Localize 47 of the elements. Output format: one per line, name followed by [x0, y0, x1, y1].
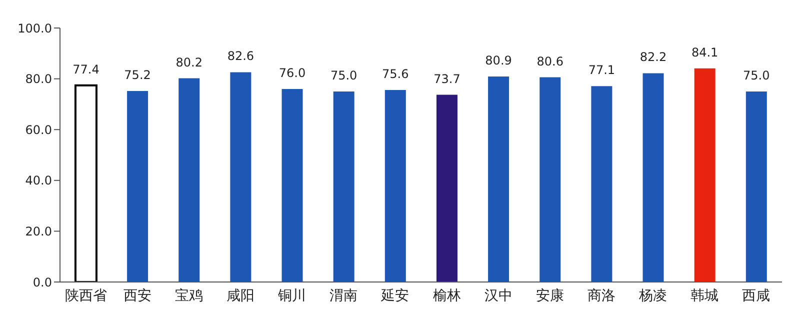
x-tick-label: 咸阳 [226, 288, 254, 304]
y-tick-label: 60.0 [25, 122, 52, 137]
bar [591, 86, 612, 282]
data-label: 73.7 [434, 72, 460, 86]
bar [127, 90, 148, 282]
bar [488, 76, 510, 282]
y-tick-label: 40.0 [25, 174, 52, 188]
x-tick-label: 延安 [380, 288, 410, 304]
bar [540, 77, 561, 282]
data-label: 80.9 [485, 54, 512, 68]
x-tick-label: 陕西省 [64, 288, 107, 304]
bar [694, 68, 716, 282]
bar [333, 92, 354, 282]
data-label: 84.1 [691, 45, 718, 60]
bar [230, 72, 252, 282]
data-label: 76.0 [278, 66, 306, 80]
bar [746, 92, 767, 282]
x-tick-label: 渭南 [330, 288, 358, 304]
x-tick-label: 商洛 [588, 288, 616, 304]
data-label: 75.0 [330, 68, 358, 82]
data-label: 75.2 [124, 68, 151, 82]
x-tick-label: 宝鸡 [174, 288, 203, 304]
bar [178, 78, 200, 282]
data-label: 80.6 [536, 54, 564, 68]
x-tick-label: 西咸 [742, 288, 770, 304]
data-label: 75.0 [743, 68, 770, 82]
bar [436, 94, 458, 282]
x-tick-label: 汉中 [484, 288, 512, 304]
y-tick-label: 0.0 [32, 275, 52, 290]
y-tick-label: 20.0 [25, 224, 52, 238]
bar [642, 73, 664, 282]
x-tick-label: 铜川 [277, 288, 306, 304]
x-tick-label: 安康 [536, 288, 564, 304]
x-tick-label: 杨凌 [638, 288, 668, 304]
bar [282, 88, 303, 282]
y-tick-label: 80.0 [25, 72, 52, 86]
data-label: 82.2 [640, 50, 667, 64]
data-label: 75.6 [382, 66, 409, 81]
data-label: 77.1 [588, 63, 616, 78]
x-tick-label: 榆林 [432, 288, 461, 304]
y-tick-label: 100.0 [18, 21, 52, 36]
x-tick-label: 西安 [123, 288, 152, 304]
data-label: 80.2 [176, 55, 202, 70]
bar [384, 90, 406, 282]
data-label: 82.6 [227, 49, 254, 64]
data-label: 77.4 [72, 62, 100, 76]
x-tick-label: 韩城 [690, 288, 719, 304]
